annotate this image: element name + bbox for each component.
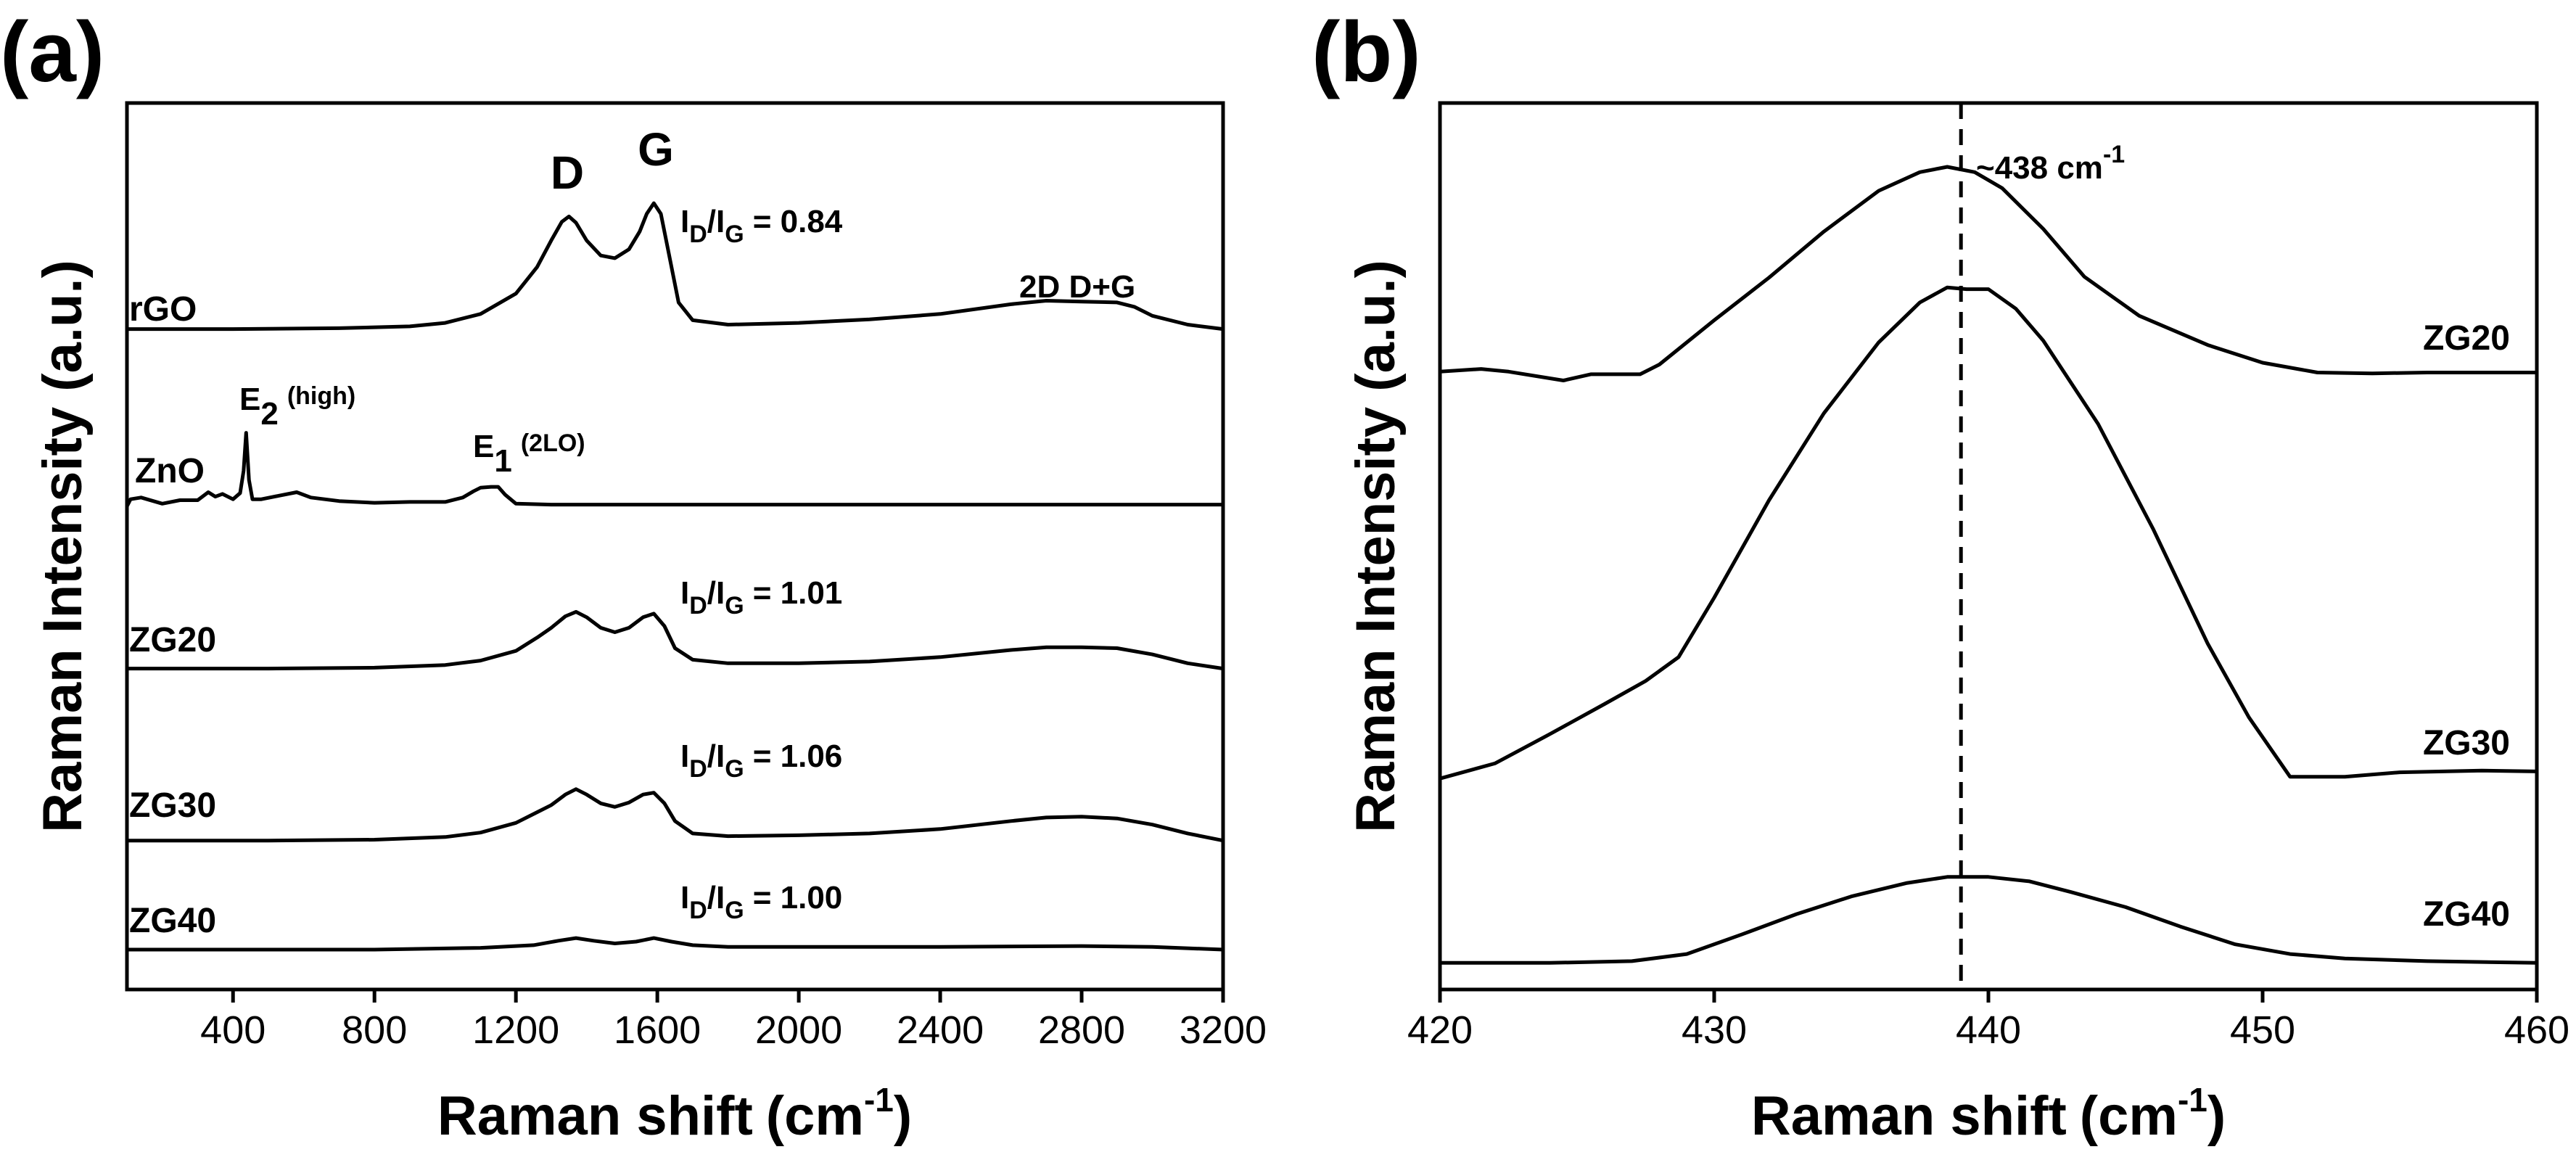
series-line-zg20-a [125, 609, 1225, 671]
panel-a-y-axis-label: Raman Intensity (a.u.) [32, 260, 94, 833]
panel-a: (a) 400 800 1200 1600 2000 2400 2800 3200 Raman… [0, 4, 1267, 1147]
x-tick-label-2000: 2000 [755, 1008, 842, 1052]
x-tick-label-440: 440 [1956, 1008, 2021, 1052]
panel-b-x-axis-label: Raman shift (cm-1) [1751, 1081, 2226, 1147]
panel-b-label: (b) [1312, 4, 1421, 100]
panel-a-plot-frame [125, 101, 1225, 992]
series-label-zg30-b: ZG30 [2423, 724, 2510, 762]
series-line-zno-a [125, 431, 1225, 509]
series-line-zg30-b [1438, 285, 2539, 781]
x-tick-label-420: 420 [1407, 1008, 1473, 1052]
panel-a-x-axis-label: Raman shift (cm-1) [437, 1081, 912, 1147]
panel-b-x-axis-label-main: Raman shift [1751, 1085, 2067, 1147]
panel-a-x-axis-label-sup: -1 [864, 1081, 894, 1119]
panel-b-curves [1438, 165, 2539, 965]
x-tick-label-430: 430 [1682, 1008, 1747, 1052]
series-label-zg40-b: ZG40 [2423, 895, 2510, 934]
series-label-zg30-a: ZG30 [129, 786, 216, 825]
series-label-zg20-b: ZG20 [2423, 319, 2510, 358]
peak-label-g: G [638, 123, 674, 176]
x-tick-label-2800: 2800 [1038, 1008, 1125, 1052]
panel-b-x-axis-label-unit: cm [2098, 1085, 2178, 1147]
x-tick-label-450: 450 [2230, 1008, 2295, 1052]
ratio-zg30: ID/IG = 1.06 [680, 738, 842, 783]
peak-label-2d-dg: 2D D+G [1019, 269, 1135, 305]
series-line-rgo-a [125, 201, 1225, 332]
x-tick-label-1200: 1200 [472, 1008, 559, 1052]
panel-a-label: (a) [0, 4, 104, 100]
annotation-e2-high: E2 (high) [239, 382, 355, 432]
series-label-zg40-a: ZG40 [129, 902, 216, 940]
series-line-zg30-a [125, 787, 1225, 843]
series-line-zg20-b [1438, 165, 2539, 382]
panel-a-x-axis-label-main: Raman shift [437, 1085, 753, 1147]
ratio-rgo: ID/IG = 0.84 [680, 204, 843, 248]
panel-a-curves [125, 201, 1225, 952]
x-tick-label-1600: 1600 [614, 1008, 701, 1052]
peak-label-d: D [551, 147, 584, 199]
panel-b-y-axis-label: Raman Intensity (a.u.) [1345, 260, 1407, 833]
series-label-rgo: rGO [129, 290, 197, 329]
series-line-zg40-b [1438, 875, 2539, 965]
series-label-zno: ZnO [135, 452, 205, 490]
series-line-zg40-a [125, 936, 1225, 952]
series-label-zg20-a: ZG20 [129, 621, 216, 659]
ratio-zg20: ID/IG = 1.01 [680, 575, 842, 620]
panel-b-x-axis-label-sup: -1 [2178, 1081, 2207, 1119]
ratio-zg40: ID/IG = 1.00 [680, 880, 842, 924]
x-tick-label-800: 800 [342, 1008, 407, 1052]
panel-a-x-ticks: 400 800 1200 1600 2000 2400 2800 3200 [200, 990, 1267, 1052]
x-tick-label-2400: 2400 [897, 1008, 984, 1052]
panel-b-plot-frame [1438, 101, 2539, 992]
reference-line-label: ~438 cm-1 [1976, 141, 2125, 186]
panel-a-x-axis-label-unit: cm [784, 1085, 864, 1147]
x-tick-label-3200: 3200 [1180, 1008, 1267, 1052]
x-tick-label-400: 400 [200, 1008, 266, 1052]
x-tick-label-460: 460 [2504, 1008, 2569, 1052]
panel-b: (b) 420 430 440 450 460 ~438 cm-1 Raman Inte… [1312, 4, 2569, 1147]
panel-b-x-ticks: 420 430 440 450 460 [1407, 990, 2569, 1052]
annotation-e1-2lo: E1 (2LO) [473, 429, 585, 479]
